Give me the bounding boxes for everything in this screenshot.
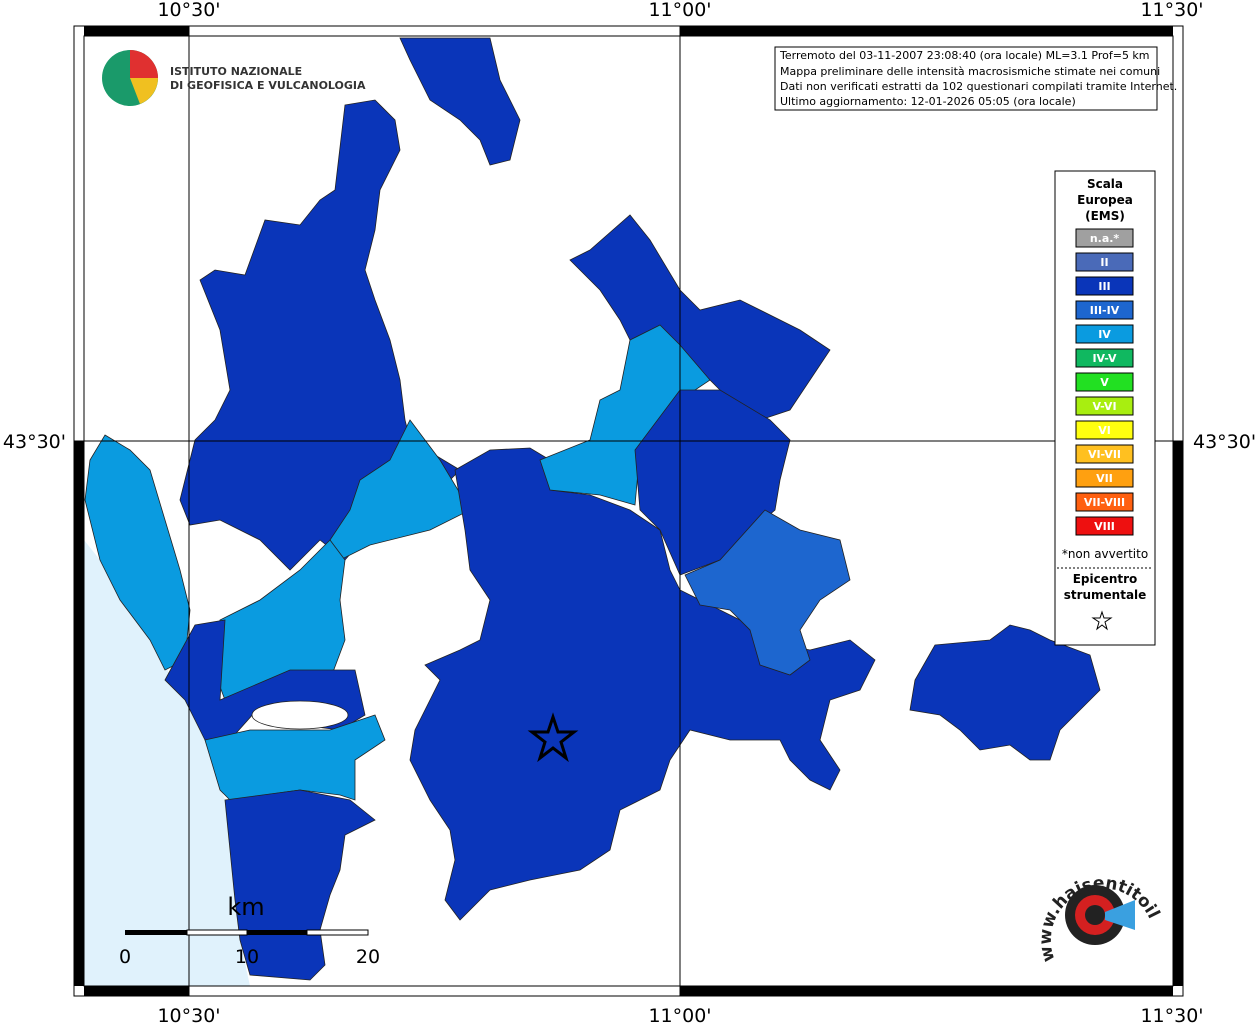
info-line: Ultimo aggiornamento: 12-01-2026 05:05 (… bbox=[780, 95, 1076, 108]
legend: ScalaEuropea(EMS)n.a.*IIIIIIII-IVIVIV-VV… bbox=[1054, 170, 1156, 646]
legend-label: VIII bbox=[1094, 520, 1115, 533]
legend-swatch bbox=[1075, 348, 1134, 368]
info-line: Terremoto del 03-11-2007 23:08:40 (ora l… bbox=[779, 49, 1150, 62]
lon-label: 11°00' bbox=[648, 0, 711, 21]
info-box: Terremoto del 03-11-2007 23:08:40 (ora l… bbox=[774, 46, 1177, 111]
info-line: Dati non verificati estratti da 102 ques… bbox=[780, 80, 1177, 93]
legend-label: V bbox=[1100, 376, 1109, 389]
legend-label: V-VI bbox=[1092, 400, 1116, 413]
scale-unit: km bbox=[227, 893, 264, 921]
lon-label: 11°00' bbox=[648, 1005, 711, 1024]
legend-label: VII bbox=[1096, 472, 1113, 485]
lon-label: 10°30' bbox=[157, 1005, 220, 1024]
legend-swatch bbox=[1075, 372, 1134, 392]
legend-label: IV-V bbox=[1092, 352, 1117, 365]
lat-label: 43°30' bbox=[3, 431, 66, 453]
ingv-logo: ISTITUTO NAZIONALE DI GEOFISICA E VULCAN… bbox=[102, 50, 366, 106]
legend-label: VI bbox=[1098, 424, 1111, 437]
graticule bbox=[74, 26, 1183, 996]
legend-label: III bbox=[1098, 280, 1110, 293]
legend-label: n.a.* bbox=[1090, 232, 1120, 245]
legend-label: II bbox=[1100, 256, 1108, 269]
legend-swatch bbox=[1075, 228, 1134, 248]
logo-text: ISTITUTO NAZIONALE bbox=[170, 65, 302, 78]
legend-title: (EMS) bbox=[1085, 209, 1125, 223]
frame bbox=[73, 25, 1184, 997]
lon-label: 11°30' bbox=[1140, 1005, 1203, 1024]
regions bbox=[84, 37, 1101, 981]
legend-swatch bbox=[1075, 252, 1134, 272]
logo-text: DI GEOFISICA E VULCANOLOGIA bbox=[170, 79, 366, 92]
legend-epicenter: strumentale bbox=[1064, 588, 1147, 602]
legend-epicenter: Epicentro bbox=[1073, 572, 1138, 586]
legend-swatch bbox=[1075, 300, 1134, 320]
lat-label: 43°30' bbox=[1193, 431, 1256, 453]
legend-swatch bbox=[1075, 276, 1134, 296]
epicenter bbox=[527, 712, 579, 763]
legend-label: III-IV bbox=[1090, 304, 1120, 317]
scale-bar: km 0 10 20 bbox=[119, 893, 380, 968]
info-line: Mappa preliminare delle intensità macros… bbox=[780, 65, 1160, 78]
legend-label: VI-VII bbox=[1088, 448, 1121, 461]
legend-swatch bbox=[1075, 420, 1134, 440]
scale-label: 20 bbox=[356, 946, 380, 968]
legend-swatch bbox=[1075, 324, 1134, 344]
legend-swatch bbox=[1075, 468, 1134, 488]
scale-label: 0 bbox=[119, 946, 131, 968]
legend-swatch bbox=[1075, 516, 1134, 536]
legend-label: VII-VIII bbox=[1084, 496, 1125, 509]
sea bbox=[84, 540, 250, 986]
lon-label: 11°30' bbox=[1140, 0, 1203, 21]
scale-label: 10 bbox=[235, 946, 259, 968]
legend-title: Europea bbox=[1077, 193, 1133, 207]
legend-note: *non avvertito bbox=[1062, 547, 1148, 561]
legend-title: Scala bbox=[1087, 177, 1123, 191]
lon-label: 10°30' bbox=[157, 0, 220, 21]
legend-swatch bbox=[1075, 444, 1134, 464]
legend-label: IV bbox=[1098, 328, 1111, 341]
legend-swatch bbox=[1075, 396, 1134, 416]
legend-swatch bbox=[1075, 492, 1134, 512]
